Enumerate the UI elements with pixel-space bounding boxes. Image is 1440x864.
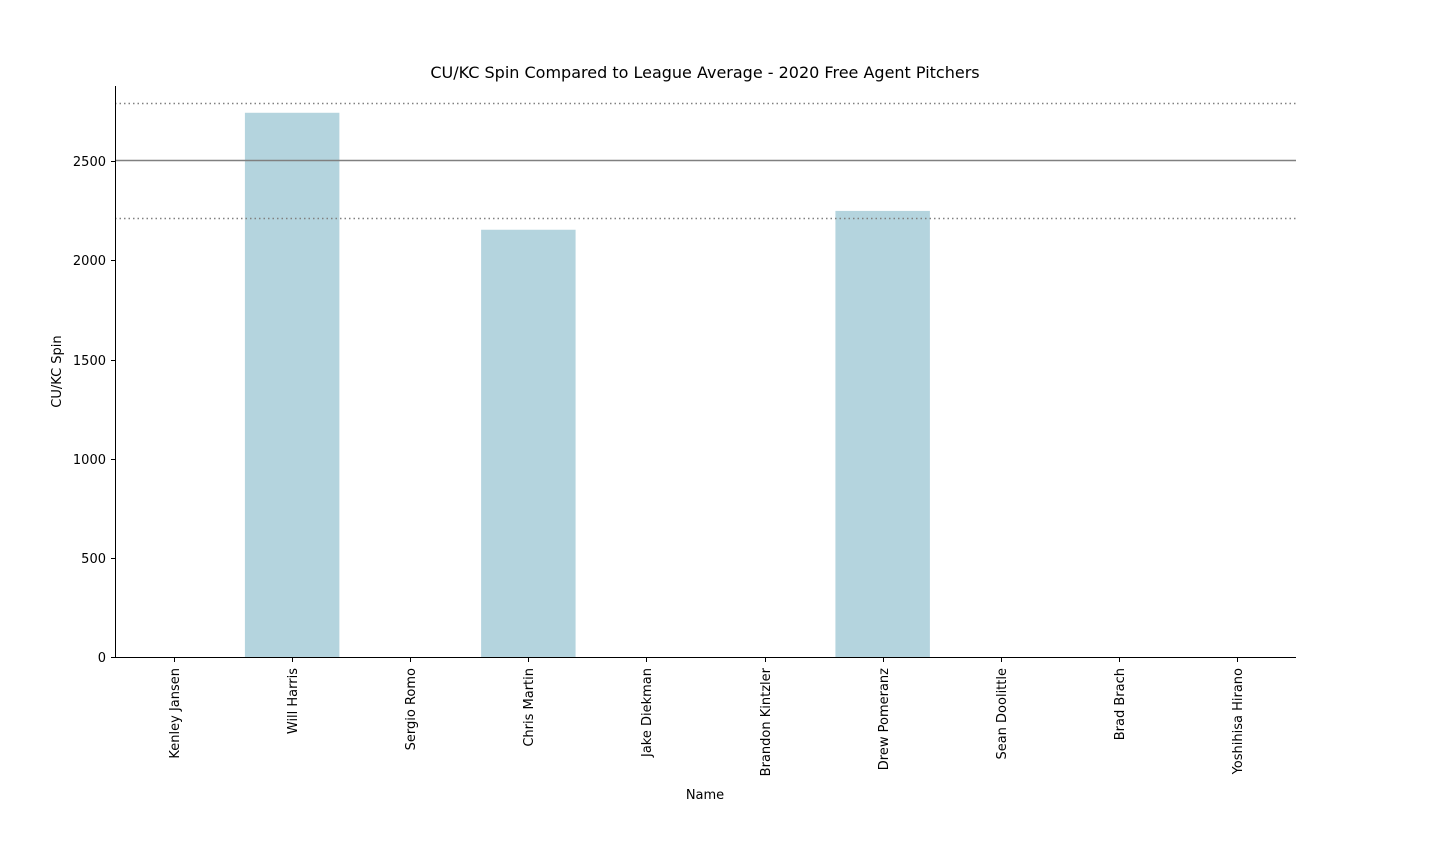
x-axis-label: Name	[686, 788, 724, 803]
x-tick-label: Drew Pomeranz	[877, 668, 892, 770]
x-tick-label: Brad Brach	[1113, 668, 1128, 740]
reference-lines	[115, 102, 1296, 220]
y-tick-label: 1500	[73, 354, 106, 369]
x-tick-label: Jake Diekman	[640, 668, 655, 758]
y-tick-label: 500	[81, 552, 106, 567]
axes	[115, 86, 1296, 658]
x-tick-label: Sean Doolittle	[995, 668, 1010, 760]
x-tick-label: Chris Martin	[522, 668, 537, 747]
y-ticks: 0 500 1000 1500 2000 2500	[73, 155, 115, 666]
y-tick-label: 0	[98, 651, 106, 666]
x-ticks: Kenley Jansen Will Harris Sergio Romo Chris…	[168, 657, 1246, 776]
y-tick-label: 1000	[73, 453, 106, 468]
bar-drew-pomeranz	[835, 210, 930, 657]
x-tick-label: Will Harris	[286, 668, 301, 734]
bar-will-harris	[244, 112, 340, 657]
y-axis-label: CU/KC Spin	[50, 335, 65, 407]
bar-chris-martin	[481, 229, 576, 657]
x-tick-label: Kenley Jansen	[168, 668, 183, 759]
y-tick-label: 2000	[73, 254, 106, 269]
x-tick-label: Sergio Romo	[404, 668, 419, 750]
x-tick-label: Brandon Kintzler	[759, 667, 774, 776]
y-tick-label: 2500	[73, 155, 106, 170]
x-tick-label: Yoshihisa Hirano	[1231, 668, 1246, 775]
bars	[244, 112, 930, 657]
chart-title: CU/KC Spin Compared to League Average - …	[430, 63, 979, 82]
